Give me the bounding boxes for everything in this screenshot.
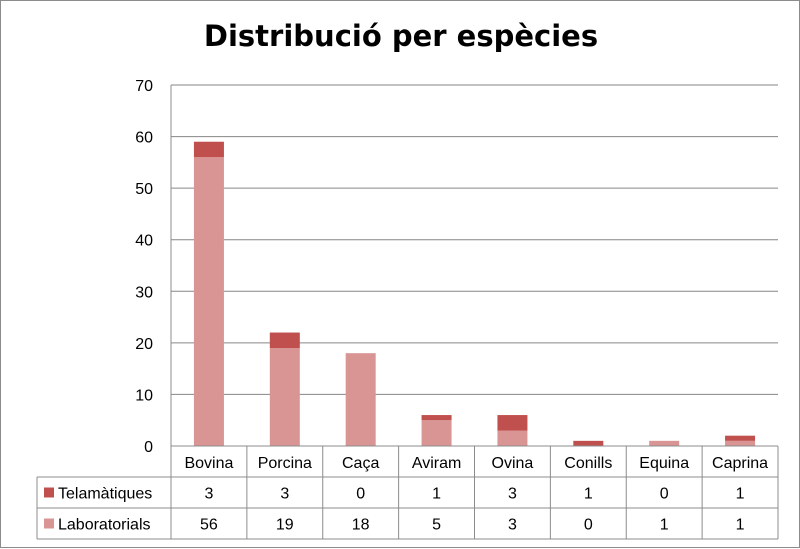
x-tick-label: Equina [639,455,689,472]
y-tick-label: 40 [135,233,153,250]
chart-title: Distribució per espècies [203,19,599,53]
table-cell-value: 0 [356,486,365,503]
bar-laboratorials-ovina [497,430,528,446]
legend-key-telamàtiques [44,487,54,498]
table-cell-value: 0 [584,517,593,534]
y-tick-label: 0 [144,439,153,456]
bar-laboratorials-bovina [193,157,224,446]
y-tick-label: 60 [135,130,153,147]
table-cell-value: 1 [584,486,593,503]
y-tick-label: 70 [135,78,153,95]
y-tick-label: 10 [135,387,153,404]
table-cell-value: 18 [352,517,370,534]
table-cell-value: 1 [736,517,745,534]
y-tick-label: 20 [135,336,153,353]
legend-label: Laboratorials [58,517,151,534]
bar-laboratorials-caprina [725,440,756,446]
bar-telamàtiques-porcina [269,332,300,349]
table-cell-value: 3 [508,486,517,503]
bar-laboratorials-porcina [269,348,300,446]
table-cell-value: 19 [276,517,294,534]
x-tick-label: Porcina [258,455,312,472]
bar-telamàtiques-bovina [193,141,224,158]
bar-telamàtiques-ovina [497,415,528,431]
legend-label: Telamàtiques [58,486,152,503]
table-cell-value: 1 [432,486,441,503]
table-cell-value: 1 [736,486,745,503]
bar-laboratorials-aviram [421,420,452,446]
table-cell-value: 3 [508,517,517,534]
y-tick-label: 30 [135,284,153,301]
y-tick-label: 50 [135,181,153,198]
table-cell-value: 3 [204,486,213,503]
x-tick-label: Aviram [412,455,462,472]
table-cell-value: 1 [660,517,669,534]
bar-telamàtiques-aviram [421,415,452,421]
legend-key-laboratorials [44,518,54,529]
bar-telamàtiques-conills [573,440,604,446]
table-cell-value: 3 [280,486,289,503]
table-cell-value: 56 [200,517,218,534]
x-tick-label: Conills [564,455,612,472]
bar-laboratorials-caça [345,353,376,446]
table-cell-value: 5 [432,517,441,534]
bar-laboratorials-equina [649,440,680,446]
x-tick-label: Bovina [184,455,233,472]
table-cell-value: 0 [660,486,669,503]
x-tick-label: Ovina [492,455,534,472]
bar-telamàtiques-caprina [725,435,756,441]
x-tick-label: Caça [342,455,379,472]
x-tick-label: Caprina [712,455,768,472]
